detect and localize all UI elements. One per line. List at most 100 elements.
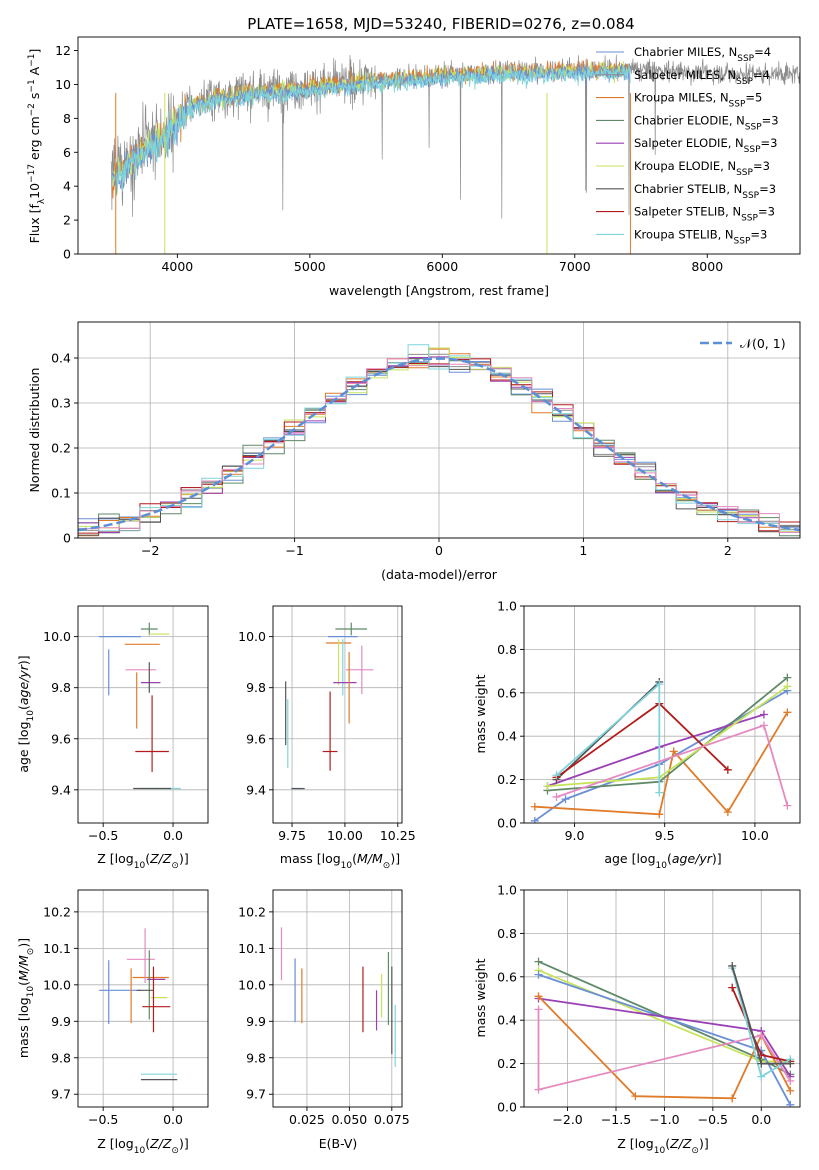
data-point-marker [783, 682, 792, 691]
y-tick-label: 9.8 [51, 1050, 71, 1065]
x-tick-label: 0.0 [751, 1112, 771, 1127]
data-point-marker [786, 1100, 795, 1107]
data-point-marker [534, 1005, 543, 1014]
z-axis-label: Z [log10(Z/Z⊙)] [97, 851, 188, 871]
data-point-marker [783, 708, 792, 717]
x-tick-label: 0.075 [374, 1112, 410, 1127]
plot-area [110, 54, 800, 254]
data-point-marker [530, 816, 539, 823]
y-tick-label: 0.3 [51, 396, 71, 411]
x-tick-label: 7000 [559, 259, 591, 274]
legend-entry: Kroupa MILES, NSSP=5 [634, 91, 762, 110]
data-point-marker [786, 1076, 795, 1085]
data-point-marker [757, 1031, 766, 1040]
histogram-step-kroupa_stelib [78, 344, 800, 532]
y-tick-label: 0.4 [51, 351, 71, 366]
data-point-marker [534, 957, 543, 966]
x-tick-label: −2.0 [552, 1112, 582, 1127]
x-tick-label: 4000 [161, 259, 193, 274]
y-tick-label: 9.8 [246, 680, 266, 695]
age-axis-label: age [log10(age/yr)] [604, 851, 721, 871]
mass-age-panel: 9.75 10.00 10.25 9.4 9.6 9.8 10.0 mass [log10(M… [238, 605, 416, 871]
axes-frame [523, 889, 801, 1108]
x-tick-label: 2 [724, 543, 732, 558]
legend-entry: Kroupa ELODIE, NSSP=3 [634, 159, 770, 178]
data-point-marker [655, 680, 664, 689]
data-point-marker [534, 970, 543, 979]
y-tick-label: 10.0 [238, 977, 266, 992]
z-mass-panel: −0.5 0.0 9.7 9.8 9.9 10.0 10.1 10.2 Z [log10(Z/Z… [16, 889, 209, 1156]
ebv-axis-label: E(B-V) [319, 1136, 358, 1151]
x-tick-label: −0.5 [698, 1112, 728, 1127]
y-tick-label: 9.6 [246, 731, 266, 746]
mass-axis-label: mass [log10(M/M⊙)] [280, 851, 400, 871]
axes-frame [272, 605, 403, 824]
legend-entry: Chabrier STELIB, NSSP=3 [634, 182, 776, 201]
y-tick-label: 0.0 [497, 1100, 517, 1115]
legend-entry: Salpeter ELODIE, NSSP=3 [634, 136, 777, 155]
mass-axis-label: mass [log10(M/M⊙)] [16, 938, 36, 1058]
histogram-step-pink [78, 358, 800, 533]
model-spectrum-kroupa_stelib [112, 64, 631, 192]
y-tick-label: 10 [55, 77, 71, 92]
y-tick-label: 9.6 [51, 731, 71, 746]
y-tick-label: 10.2 [43, 904, 71, 919]
plot-area [78, 344, 800, 537]
data-point-marker [783, 673, 792, 682]
legend-entry: 𝒩(0, 1) [740, 336, 786, 351]
series-line-chabrier_miles [534, 689, 788, 822]
data-point-marker [728, 983, 737, 992]
y-tick-label: 1.0 [497, 883, 517, 898]
mass-weight-axis-label: mass weight [473, 674, 488, 753]
data-point-marker [530, 802, 539, 811]
data-point-marker [655, 788, 664, 797]
x-tick-label: 0.050 [331, 1112, 367, 1127]
y-tick-label: 10.0 [238, 629, 266, 644]
y-tick-label: 10.2 [238, 904, 266, 919]
age-massweight-panel: 9.0 9.5 10.0 0.0 0.2 0.4 0.6 0.8 1.0 age [log10(a… [473, 599, 801, 871]
y-tick-label: 10.1 [43, 941, 71, 956]
x-tick-label: 9.5 [655, 828, 675, 843]
data-point-marker [728, 1094, 737, 1103]
model-spectrum-kroupa_elodie [112, 60, 631, 195]
plot-area [285, 622, 374, 790]
spectrum-panel: 4000 5000 6000 7000 8000 0 2 4 6 8 10 12 wavelength … [27, 36, 801, 298]
data-point-marker [723, 765, 732, 774]
z-massweight-panel: −2.0 −1.5 −1.0 −0.5 0.0 0.0 0.2 0.4 0.6 0.8 1.0 Z [… [473, 883, 801, 1156]
age-axis-label: age [log10(age/yr)] [16, 655, 36, 772]
y-tick-label: 9.8 [51, 680, 71, 695]
data-point-marker [786, 1086, 795, 1095]
y-tick-label: 8 [63, 111, 71, 126]
y-tick-label: 0 [63, 531, 71, 546]
x-tick-label: 0.025 [289, 1112, 325, 1127]
data-point-marker [759, 721, 768, 730]
data-point-marker [757, 1072, 766, 1081]
x-tick-label: −0.5 [88, 1112, 118, 1127]
y-tick-label: 0.2 [497, 772, 517, 787]
y-tick-label: 0 [63, 247, 71, 262]
plot-area [530, 673, 792, 823]
spectrum-y-label: Flux [fλ10−17 erg cm−2 s−1 A−1] [27, 49, 47, 244]
x-tick-label: 0 [435, 543, 443, 558]
mass-weight-axis-label: mass weight [473, 958, 488, 1037]
x-tick-label: −1.5 [601, 1112, 631, 1127]
legend-entry: Salpeter MILES, NSSP=4 [634, 68, 770, 87]
y-tick-label: 2 [63, 213, 71, 228]
z-axis-label: Z [log10(Z/Z⊙)] [617, 1136, 708, 1156]
data-point-marker [534, 1085, 543, 1094]
data-point-marker [534, 992, 543, 1001]
z-age-panel: −0.5 0.0 9.4 9.6 9.8 10.0 Z [log10(Z/Z⊙)] age [… [16, 605, 209, 871]
legend-entry: Kroupa STELIB, NSSP=3 [634, 227, 767, 246]
axes-frame [272, 889, 403, 1108]
y-tick-label: 0.6 [497, 969, 517, 984]
axes-frame [77, 889, 209, 1108]
y-tick-label: 0.2 [51, 441, 71, 456]
axes-frame [523, 605, 801, 824]
y-tick-label: 9.9 [246, 1014, 266, 1029]
y-tick-label: 0.0 [497, 816, 517, 831]
y-tick-label: 0.4 [497, 729, 517, 744]
y-tick-label: 10.0 [43, 629, 71, 644]
x-tick-label: 9.75 [278, 828, 306, 843]
x-tick-label: 9.0 [565, 828, 585, 843]
x-tick-label: 1 [579, 543, 587, 558]
